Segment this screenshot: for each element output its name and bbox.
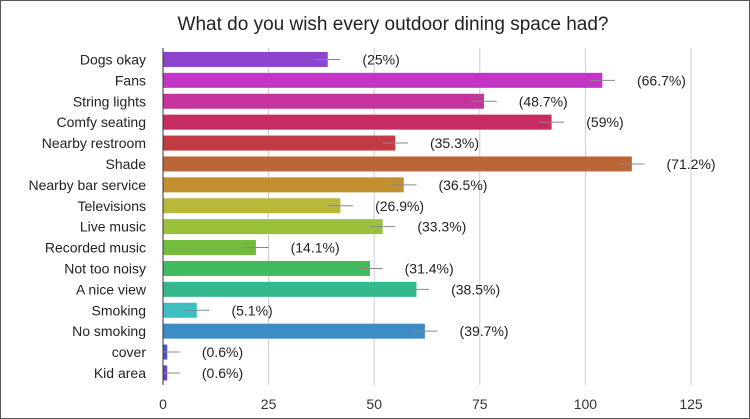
data-label: (14.1%) xyxy=(291,240,340,256)
data-label: (38.5%) xyxy=(451,281,500,297)
category-label: Shade xyxy=(106,156,147,172)
bar xyxy=(163,177,404,193)
data-label: (25%) xyxy=(362,51,399,67)
bar xyxy=(163,72,603,88)
x-tick-label: 125 xyxy=(679,396,703,412)
bar xyxy=(163,51,328,67)
category-label: No smoking xyxy=(72,323,146,339)
category-label: A nice view xyxy=(76,281,147,297)
data-label: (31.4%) xyxy=(405,260,454,276)
category-label: cover xyxy=(112,344,147,360)
x-tick-label: 75 xyxy=(472,396,488,412)
data-label: (35.3%) xyxy=(430,135,479,151)
category-label: Not too noisy xyxy=(64,260,146,276)
category-label: String lights xyxy=(73,93,146,109)
category-labels: Dogs okay Fans String lights Comfy seating N… xyxy=(29,51,147,381)
category-label: Live music xyxy=(80,219,146,235)
bar xyxy=(163,260,370,276)
category-label: Smoking xyxy=(92,302,146,318)
data-label: (36.5%) xyxy=(438,177,487,193)
bars xyxy=(163,51,632,381)
bar xyxy=(163,302,197,318)
bar xyxy=(163,156,632,172)
bar xyxy=(163,219,383,235)
bar xyxy=(163,93,485,109)
data-label: (5.1%) xyxy=(231,302,272,318)
category-label: Recorded music xyxy=(45,240,146,256)
bar xyxy=(163,135,396,151)
data-label: (0.6%) xyxy=(202,365,243,381)
category-label: Televisions xyxy=(78,198,146,214)
data-label: (66.7%) xyxy=(637,72,686,88)
data-label: (39.7%) xyxy=(460,323,509,339)
category-label: Kid area xyxy=(94,365,146,381)
chart-title: What do you wish every outdoor dining sp… xyxy=(178,14,609,35)
data-labels: (25%) (66.7%) (48.7%) (59%) (35.3%) (71.2%) (3… xyxy=(202,51,716,381)
x-tick-label: 50 xyxy=(366,396,382,412)
data-label: (26.9%) xyxy=(375,198,424,214)
category-label: Nearby restroom xyxy=(42,135,146,151)
error-bars xyxy=(163,58,645,374)
x-tick-label: 25 xyxy=(261,396,277,412)
category-label: Fans xyxy=(115,72,146,88)
x-tick-label: 0 xyxy=(159,396,167,412)
bar xyxy=(163,323,425,339)
data-label: (0.6%) xyxy=(202,344,243,360)
bar xyxy=(163,240,256,256)
bar xyxy=(163,198,341,214)
category-label: Nearby bar service xyxy=(29,177,147,193)
data-label: (59%) xyxy=(586,114,623,130)
category-label: Dogs okay xyxy=(80,51,146,67)
bar xyxy=(163,114,552,130)
data-label: (71.2%) xyxy=(667,156,716,172)
x-tick-labels: 0 25 50 75 100 125 xyxy=(159,396,703,412)
category-label: Comfy seating xyxy=(57,114,146,130)
x-tick-label: 100 xyxy=(574,396,598,412)
data-label: (33.3%) xyxy=(417,219,466,235)
data-label: (48.7%) xyxy=(519,93,568,109)
bar xyxy=(163,281,417,297)
